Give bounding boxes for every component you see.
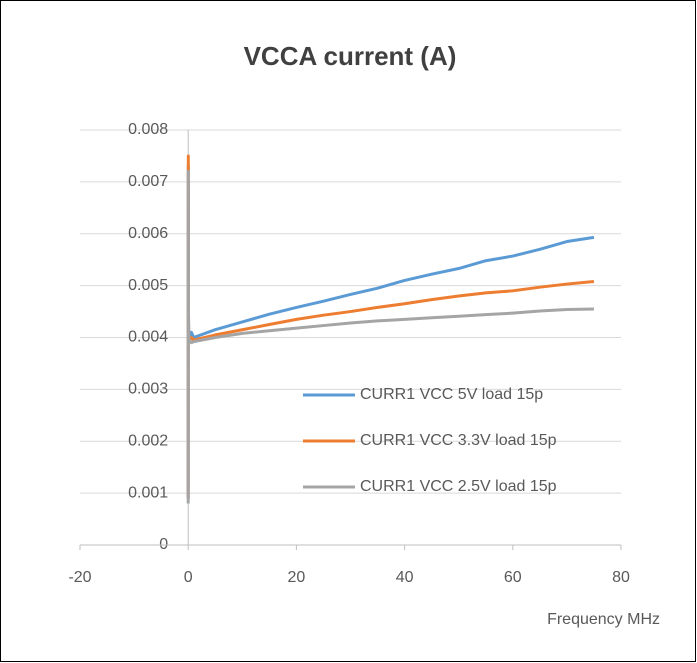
y-tick-label: 0.002 — [128, 432, 168, 449]
y-tick-label: 0.003 — [128, 381, 168, 398]
legend-label: CURR1 VCC 5V load 15p — [360, 386, 543, 403]
y-tick-label: 0.001 — [128, 484, 168, 501]
y-tick-label: 0.004 — [128, 329, 168, 346]
x-tick-label: 60 — [504, 569, 522, 586]
series-line — [186, 170, 594, 504]
y-tick-label: 0.007 — [128, 173, 168, 190]
x-tick-label: 40 — [396, 569, 414, 586]
legend-label: CURR1 VCC 2.5V load 15p — [360, 478, 557, 495]
legend-label: CURR1 VCC 3.3V load 15p — [360, 432, 557, 449]
chart-title: VCCA current (A) — [244, 41, 457, 71]
x-tick-label: 0 — [184, 569, 193, 586]
y-tick-label: 0.008 — [128, 121, 168, 138]
x-tick-label: 80 — [612, 569, 630, 586]
y-tick-label: 0.005 — [128, 277, 168, 294]
x-axis-label: Frequency MHz — [547, 611, 660, 628]
x-tick-label: 20 — [288, 569, 306, 586]
x-tick-label: -20 — [68, 569, 91, 586]
y-tick-label: 0.006 — [128, 225, 168, 242]
